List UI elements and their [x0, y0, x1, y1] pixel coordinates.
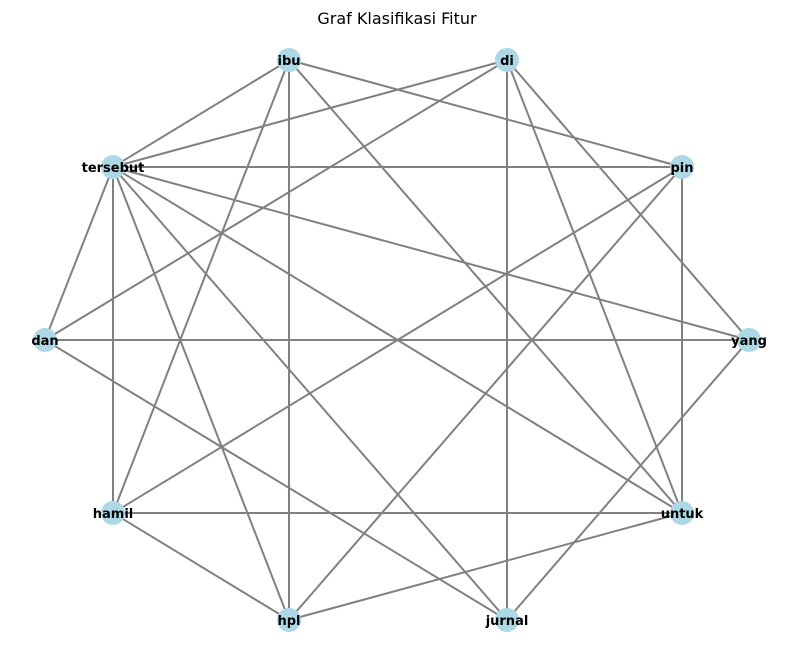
edge-di-dan [44, 59, 508, 341]
node-label-pin: pin [670, 161, 693, 176]
node-label-yang: yang [731, 334, 767, 349]
graph-title: Graf Klasifikasi Fitur [317, 9, 477, 28]
node-tersebut: tersebut [82, 155, 145, 179]
node-label-hamil: hamil [93, 507, 134, 522]
node-circle-ibu [277, 48, 301, 72]
node-untuk: untuk [661, 501, 704, 525]
edge-tersebut-ibu [112, 59, 290, 168]
node-circle-untuk [670, 501, 694, 525]
node-label-ibu: ibu [277, 54, 300, 69]
edge-tersebut-dan [44, 166, 114, 341]
node-circle-di [495, 48, 519, 72]
node-label-dan: dan [31, 334, 58, 349]
node-layer: ibu di pin yang untuk jurnal hpl hamil dan terseb… [31, 48, 767, 632]
edge-tersebut-di [112, 59, 508, 168]
edge-ibu-hamil [112, 59, 290, 514]
edge-ibu-pin [288, 59, 683, 168]
node-circle-tersebut [101, 155, 125, 179]
node-label-di: di [500, 54, 514, 69]
node-label-tersebut: tersebut [82, 161, 145, 176]
node-label-jurnal: jurnal [485, 614, 529, 629]
node-di: di [495, 48, 519, 72]
edge-hpl-untuk [288, 512, 683, 621]
node-circle-hamil [101, 501, 125, 525]
node-pin: pin [670, 155, 694, 179]
node-circle-hpl [277, 608, 301, 632]
node-circle-dan [33, 328, 57, 352]
edge-yang-jurnal [506, 339, 750, 621]
node-dan: dan [31, 328, 59, 352]
node-label-hpl: hpl [277, 614, 300, 629]
node-yang: yang [731, 328, 767, 352]
edge-pin-hpl [288, 166, 683, 621]
edge-tersebut-yang [112, 166, 750, 341]
node-hpl: hpl [277, 608, 301, 632]
edge-di-untuk [506, 59, 683, 514]
node-ibu: ibu [277, 48, 301, 72]
node-circle-yang [737, 328, 761, 352]
edge-tersebut-hpl [112, 166, 290, 621]
node-jurnal: jurnal [485, 608, 529, 632]
node-circle-jurnal [495, 608, 519, 632]
edge-dan-jurnal [44, 339, 508, 621]
node-circle-pin [670, 155, 694, 179]
node-hamil: hamil [93, 501, 134, 525]
edge-hamil-hpl [112, 512, 290, 621]
node-label-untuk: untuk [661, 507, 704, 522]
edge-layer [44, 59, 750, 621]
